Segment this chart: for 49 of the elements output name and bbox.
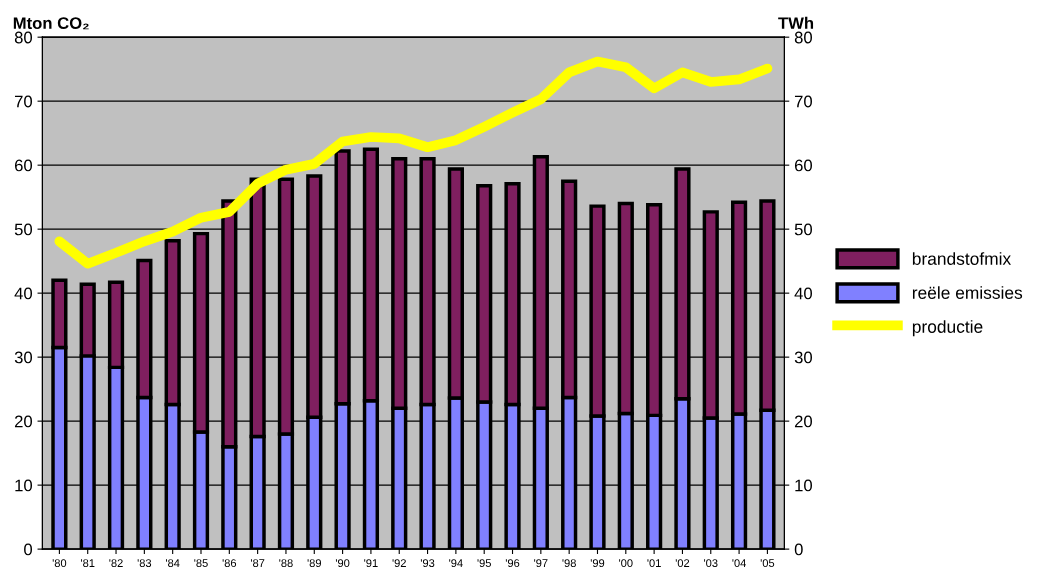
- x-tick-label: '83: [137, 559, 152, 567]
- y-tick-label: 20: [14, 415, 33, 428]
- x-tick-label: '93: [420, 559, 435, 567]
- y-tick-label: 30: [14, 351, 33, 364]
- y2-tick-label: 0: [794, 543, 803, 556]
- y-tick-label: 10: [15, 479, 33, 492]
- y2-tick-label: 70: [794, 95, 813, 108]
- x-tick-label: '81: [81, 559, 95, 567]
- x-tick-label: '80: [52, 559, 67, 567]
- x-tick-label: '94: [449, 559, 463, 567]
- x-tick-label: '92: [392, 559, 406, 567]
- y2-tick-label: 20: [794, 415, 813, 428]
- y2-tick-label: 80: [794, 31, 813, 44]
- y2-tick-label: 40: [794, 287, 813, 300]
- y2-axis-title: TWh: [778, 16, 814, 29]
- x-tick-label: '96: [505, 559, 520, 567]
- x-tick-label: '02: [675, 559, 690, 567]
- x-tick-label: '04: [732, 559, 746, 567]
- y-axis-title: Mton CO₂: [13, 17, 89, 30]
- y2-tick-label: 10: [795, 479, 813, 492]
- x-tick-label: '05: [760, 559, 775, 567]
- x-tick-label: '87: [250, 559, 265, 567]
- y-tick-label: 70: [15, 95, 33, 108]
- y2-tick-label: 30: [794, 351, 813, 364]
- x-tick-label: '99: [590, 559, 605, 567]
- legend-label: brandstofmix: [912, 252, 1011, 265]
- y-tick-label: 80: [14, 31, 33, 44]
- x-tick-label: '85: [194, 559, 208, 567]
- y-tick-label: 60: [14, 159, 33, 172]
- x-tick-label: '01: [647, 559, 661, 567]
- x-tick-label: '91: [364, 559, 378, 567]
- x-tick-label: '84: [166, 559, 180, 567]
- x-tick-label: '90: [335, 559, 350, 567]
- x-tick-label: '86: [222, 559, 237, 567]
- legend-label: reële emissies: [912, 286, 1023, 299]
- x-tick-label: '88: [279, 559, 293, 567]
- y-tick-label: 50: [14, 223, 33, 236]
- x-tick-label: '95: [477, 559, 491, 567]
- y-tick-label: 40: [14, 287, 33, 300]
- y2-tick-label: 50: [794, 223, 813, 236]
- y2-tick-label: 60: [794, 159, 813, 172]
- x-tick-label: '98: [562, 559, 576, 567]
- x-tick-label: '00: [619, 559, 633, 567]
- x-tick-label: '03: [704, 559, 718, 567]
- x-tick-label: '89: [307, 559, 321, 567]
- x-tick-label: '97: [534, 559, 548, 567]
- x-tick-label: '82: [109, 559, 123, 567]
- legend-label: productie: [912, 320, 983, 337]
- y-tick-label: 0: [24, 543, 33, 556]
